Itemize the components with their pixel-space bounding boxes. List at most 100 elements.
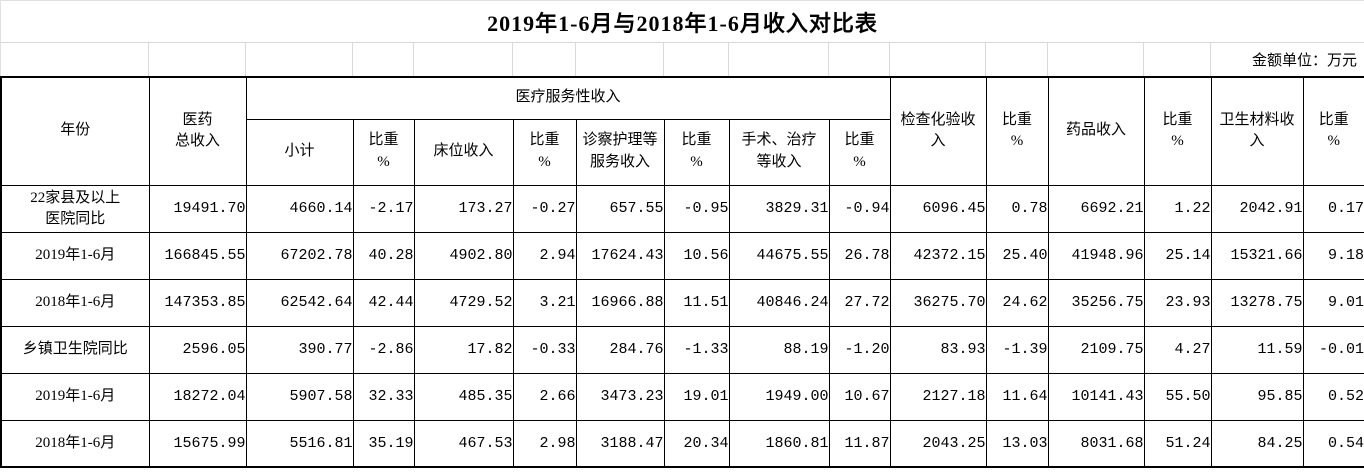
- table-cell: 5907.58: [245, 372, 354, 421]
- table-cell: 2109.75: [1047, 325, 1145, 374]
- row-label: 2019年1-6月: [0, 231, 150, 280]
- table-cell: 2.98: [512, 419, 577, 468]
- header-surgery-treatment-ratio: 比重 %: [828, 118, 891, 186]
- table-cell: 485.35: [413, 372, 514, 421]
- grid-cell: [986, 43, 1048, 76]
- unit-note-cell: 金额单位：万元: [1211, 43, 1364, 76]
- table-cell: 20.34: [663, 419, 730, 468]
- table-cell: 467.53: [413, 419, 514, 468]
- table-cell: 166845.55: [148, 231, 247, 280]
- table-cell: 42.44: [352, 278, 415, 327]
- header-lab-test-income: 检查化验收 入: [889, 76, 987, 186]
- grid-cell: [664, 43, 729, 76]
- table-cell: 173.27: [413, 184, 514, 233]
- table-cell: 84.25: [1210, 419, 1304, 468]
- table-cell: 25.14: [1143, 231, 1212, 280]
- table-cell: 3.21: [512, 278, 577, 327]
- grid-cell: [890, 43, 986, 76]
- grid-cell: [246, 43, 353, 76]
- table-cell: -0.33: [512, 325, 577, 374]
- table-cell: 40846.24: [728, 278, 830, 327]
- table-cell: 4729.52: [413, 278, 514, 327]
- table-cell: 4660.14: [245, 184, 354, 233]
- table-cell: 15675.99: [148, 419, 247, 468]
- header-exam-nursing-ratio: 比重 %: [663, 118, 730, 186]
- unit-note: 金额单位：万元: [1251, 53, 1357, 69]
- table-cell: 24.62: [985, 278, 1049, 327]
- header-surgery-treatment-income: 手术、治疗 等收入: [728, 118, 830, 186]
- table-cell: 17624.43: [575, 231, 665, 280]
- table-cell: -1.33: [663, 325, 730, 374]
- grid-cell: [1, 43, 149, 76]
- unit-note-row: 金额单位：万元: [0, 43, 1364, 76]
- table-cell: 1949.00: [728, 372, 830, 421]
- table-cell: 147353.85: [148, 278, 247, 327]
- table-row: 22家县及以上 医院同比 19491.70 4660.14 -2.17 173.…: [0, 184, 1364, 233]
- grid-cell: [414, 43, 513, 76]
- header-material-income: 卫生材料收 入: [1210, 76, 1304, 186]
- table-cell: 0.78: [985, 184, 1049, 233]
- table-cell: 55.50: [1143, 372, 1212, 421]
- table-cell: 4902.80: [413, 231, 514, 280]
- table-cell: 17.82: [413, 325, 514, 374]
- table-cell: 26.78: [828, 231, 891, 280]
- table-cell: -1.39: [985, 325, 1049, 374]
- table-cell: -0.95: [663, 184, 730, 233]
- grid-cell: [1144, 43, 1211, 76]
- grid-cell: [576, 43, 664, 76]
- table-cell: 2042.91: [1210, 184, 1304, 233]
- grid-cell: [513, 43, 576, 76]
- table-cell: -0.27: [512, 184, 577, 233]
- table-cell: 11.59: [1210, 325, 1304, 374]
- table-cell: -2.17: [352, 184, 415, 233]
- income-comparison-table: 年份 医药 总收入 医疗服务性收入 检查化验收 入 比重 % 药品收入 比重 %…: [0, 76, 1364, 468]
- table-cell: 657.55: [575, 184, 665, 233]
- table-cell: 284.76: [575, 325, 665, 374]
- row-label: 2018年1-6月: [0, 278, 150, 327]
- table-cell: 35.19: [352, 419, 415, 468]
- table-cell: 0.54: [1302, 419, 1364, 468]
- table-cell: 40.28: [352, 231, 415, 280]
- table-cell: 36275.70: [889, 278, 987, 327]
- table-row: 乡镇卫生院同比 2596.05 390.77 -2.86 17.82 -0.33…: [0, 325, 1364, 374]
- header-bed-ratio: 比重 %: [512, 118, 577, 186]
- table-cell: 19.01: [663, 372, 730, 421]
- table-cell: 62542.64: [245, 278, 354, 327]
- table-cell: -0.01: [1302, 325, 1364, 374]
- table-row: 2018年1-6月 15675.99 5516.81 35.19 467.53 …: [0, 419, 1364, 468]
- table-cell: 51.24: [1143, 419, 1212, 468]
- row-label: 乡镇卫生院同比: [0, 325, 150, 374]
- page-title: 2019年1-6月与2018年1-6月收入对比表: [0, 0, 1364, 43]
- table-cell: 83.93: [889, 325, 987, 374]
- table-row: 2019年1-6月 18272.04 5907.58 32.33 485.35 …: [0, 372, 1364, 421]
- table-cell: 11.64: [985, 372, 1049, 421]
- table-cell: 19491.70: [148, 184, 247, 233]
- table-cell: 13278.75: [1210, 278, 1304, 327]
- table-cell: 9.01: [1302, 278, 1364, 327]
- table-cell: 3473.23: [575, 372, 665, 421]
- row-label: 2019年1-6月: [0, 372, 150, 421]
- table-cell: 88.19: [728, 325, 830, 374]
- table-cell: 6096.45: [889, 184, 987, 233]
- table-row: 2019年1-6月 166845.55 67202.78 40.28 4902.…: [0, 231, 1364, 280]
- grid-cell: [829, 43, 890, 76]
- table-cell: 11.51: [663, 278, 730, 327]
- table-cell: -2.86: [352, 325, 415, 374]
- table-cell: 15321.66: [1210, 231, 1304, 280]
- table-cell: 1.22: [1143, 184, 1212, 233]
- table-cell: 23.93: [1143, 278, 1212, 327]
- table-cell: 2.66: [512, 372, 577, 421]
- table-cell: 6692.21: [1047, 184, 1145, 233]
- table-cell: 27.72: [828, 278, 891, 327]
- header-row-group: 年份 医药 总收入 医疗服务性收入 检查化验收 入 比重 % 药品收入 比重 %…: [0, 76, 1364, 186]
- header-total-medical-income: 医药 总收入: [148, 76, 247, 186]
- header-subtotal-ratio: 比重 %: [352, 118, 415, 186]
- grid-cell: [353, 43, 414, 76]
- table-cell: 18272.04: [148, 372, 247, 421]
- table-cell: 0.52: [1302, 372, 1364, 421]
- table-cell: 95.85: [1210, 372, 1304, 421]
- table-cell: 4.27: [1143, 325, 1212, 374]
- grid-cell: [149, 43, 246, 76]
- table-cell: 41948.96: [1047, 231, 1145, 280]
- table-cell: 67202.78: [245, 231, 354, 280]
